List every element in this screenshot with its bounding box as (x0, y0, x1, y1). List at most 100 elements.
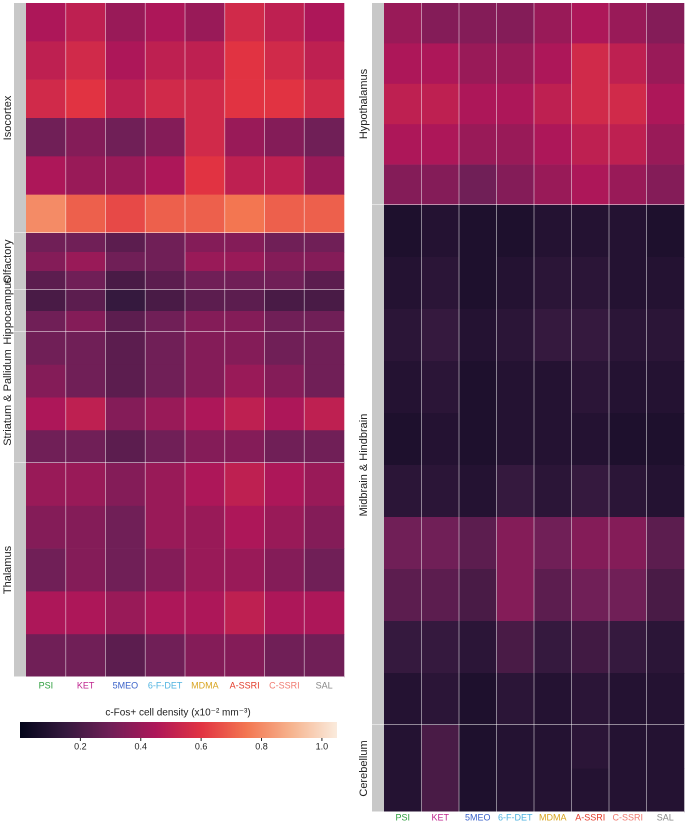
heatmap-cell (384, 517, 422, 570)
heatmap-cell (459, 673, 497, 726)
heatmap-cell (264, 430, 305, 464)
heatmap-cell (384, 569, 422, 622)
heatmap-cell (26, 430, 67, 464)
heatmap-cell (65, 634, 106, 678)
heatmap-cell (459, 309, 497, 362)
heatmap-cell (105, 430, 146, 464)
heatmap-cell (264, 118, 305, 157)
heatmap-cell (224, 311, 265, 333)
heatmap-cell (496, 43, 535, 85)
heatmap-cell (224, 332, 265, 366)
heatmap-cell (421, 673, 460, 726)
heatmap-cell (145, 118, 186, 157)
heatmap-cell (65, 430, 106, 464)
heatmap-cell (185, 41, 226, 80)
heatmap-cell (646, 465, 685, 518)
heatmap-cell (384, 309, 422, 362)
heatmap-cell (384, 768, 422, 813)
heatmap-cell (65, 548, 106, 592)
heatmap-cell (65, 591, 106, 635)
heatmap-cell (264, 271, 305, 291)
heatmap-cell (571, 725, 610, 769)
heatmap-cell (571, 43, 610, 85)
heatmap-cell (264, 505, 305, 549)
column-label: KET (77, 680, 95, 690)
group-label: Striatum & Pallidum (2, 349, 14, 446)
heatmap-cell (185, 634, 226, 678)
heatmap-cell (105, 271, 146, 291)
column-label: 6-F-DET (498, 812, 533, 822)
heatmap-cell (534, 205, 572, 258)
group-label: Midbrain & Hindbrain (358, 414, 370, 517)
heatmap-cell (26, 41, 67, 80)
column-label: SAL (657, 812, 674, 822)
heatmap-cell (145, 156, 186, 195)
heatmap-cell (105, 3, 146, 42)
heatmap-cell (496, 3, 535, 44)
heatmap-cell (185, 156, 226, 195)
heatmap-cell (571, 309, 610, 362)
heatmap-cell (65, 505, 106, 549)
heatmap-cell (304, 430, 345, 464)
heatmap-cell (646, 725, 685, 769)
heatmap-cell (65, 118, 106, 157)
heatmap-cell (145, 591, 186, 635)
heatmap-cell (646, 413, 685, 466)
heatmap-cell (224, 397, 265, 431)
heatmap-cell (304, 233, 345, 253)
heatmap-cell (384, 205, 422, 258)
heatmap-cell (646, 124, 685, 165)
heatmap-cell (264, 548, 305, 592)
heatmap-cell (224, 364, 265, 398)
heatmap-cell (65, 397, 106, 431)
heatmap-cell (646, 361, 685, 414)
row-label-strip (14, 233, 26, 290)
heatmap-cell (609, 725, 647, 769)
heatmap-cell (421, 43, 460, 85)
heatmap-cell (534, 569, 572, 622)
heatmap-cell (105, 252, 146, 272)
heatmap-cell (496, 164, 535, 206)
heatmap-cell (65, 252, 106, 272)
heatmap-cell (571, 124, 610, 165)
heatmap-cell (571, 768, 610, 813)
heatmap-cell (384, 124, 422, 165)
heatmap-cell (264, 41, 305, 80)
heatmap-cell (459, 164, 497, 206)
heatmap-cell (65, 41, 106, 80)
column-label: 5MEO (465, 812, 491, 822)
column-label: C-SSRI (612, 812, 643, 822)
heatmap-cell (105, 118, 146, 157)
row-label-strip (14, 463, 26, 677)
heatmap-cell (609, 673, 647, 726)
heatmap-cell (26, 548, 67, 592)
heatmap-cell (459, 413, 497, 466)
heatmap-cell (534, 309, 572, 362)
heatmap-cell (264, 156, 305, 195)
heatmap-cell (105, 463, 146, 507)
heatmap-cell (421, 257, 460, 310)
heatmap-cell (105, 311, 146, 333)
heatmap-cell (646, 768, 685, 813)
heatmap-cell (224, 634, 265, 678)
heatmap-cell (105, 233, 146, 253)
heatmap-cell (65, 194, 106, 234)
heatmap-cell (421, 124, 460, 165)
heatmap-cell (384, 43, 422, 85)
colorbar (20, 722, 337, 738)
heatmap-cell (534, 361, 572, 414)
heatmap-cell (185, 252, 226, 272)
heatmap-cell (264, 194, 305, 234)
column-label: PSI (39, 680, 54, 690)
heatmap-cell (26, 252, 67, 272)
heatmap-cell (264, 634, 305, 678)
heatmap-cell (304, 397, 345, 431)
heatmap-cell (534, 413, 572, 466)
heatmap-cell (421, 413, 460, 466)
heatmap-cell (571, 673, 610, 726)
heatmap-cell (534, 621, 572, 674)
heatmap-cell (185, 548, 226, 592)
colorbar-tick-label: 0.2 (74, 741, 87, 751)
heatmap-cell (224, 252, 265, 272)
